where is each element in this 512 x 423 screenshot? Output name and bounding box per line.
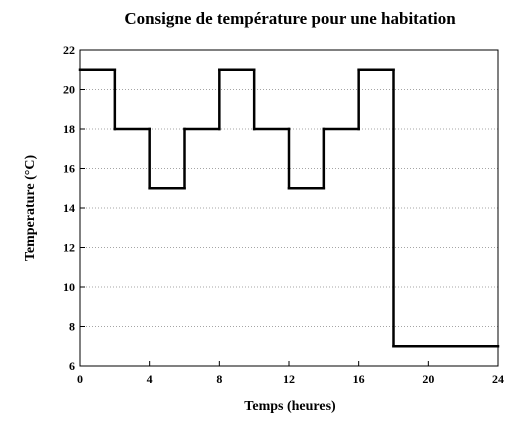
- x-axis-label: Temps (heures): [244, 399, 336, 414]
- x-tick-label: 0: [77, 372, 83, 386]
- x-tick-label: 24: [492, 372, 504, 386]
- y-tick-label: 20: [63, 83, 75, 97]
- x-tick-label: 20: [422, 372, 434, 386]
- y-axis-label: Temperature (°C): [23, 155, 38, 262]
- y-tick-label: 8: [69, 320, 75, 334]
- x-tick-label: 8: [216, 372, 222, 386]
- y-tick-label: 14: [63, 201, 75, 215]
- y-tick-label: 6: [69, 359, 75, 373]
- chart-title: Consigne de température pour une habitat…: [124, 9, 456, 28]
- x-tick-label: 16: [353, 372, 365, 386]
- y-tick-label: 16: [63, 162, 75, 176]
- y-tick-label: 18: [63, 122, 75, 136]
- y-tick-label: 12: [63, 241, 75, 255]
- y-tick-label: 10: [63, 280, 75, 294]
- x-tick-label: 12: [283, 372, 295, 386]
- y-tick-label: 22: [63, 43, 75, 57]
- x-tick-label: 4: [147, 372, 153, 386]
- plot-frame: [79, 49, 499, 367]
